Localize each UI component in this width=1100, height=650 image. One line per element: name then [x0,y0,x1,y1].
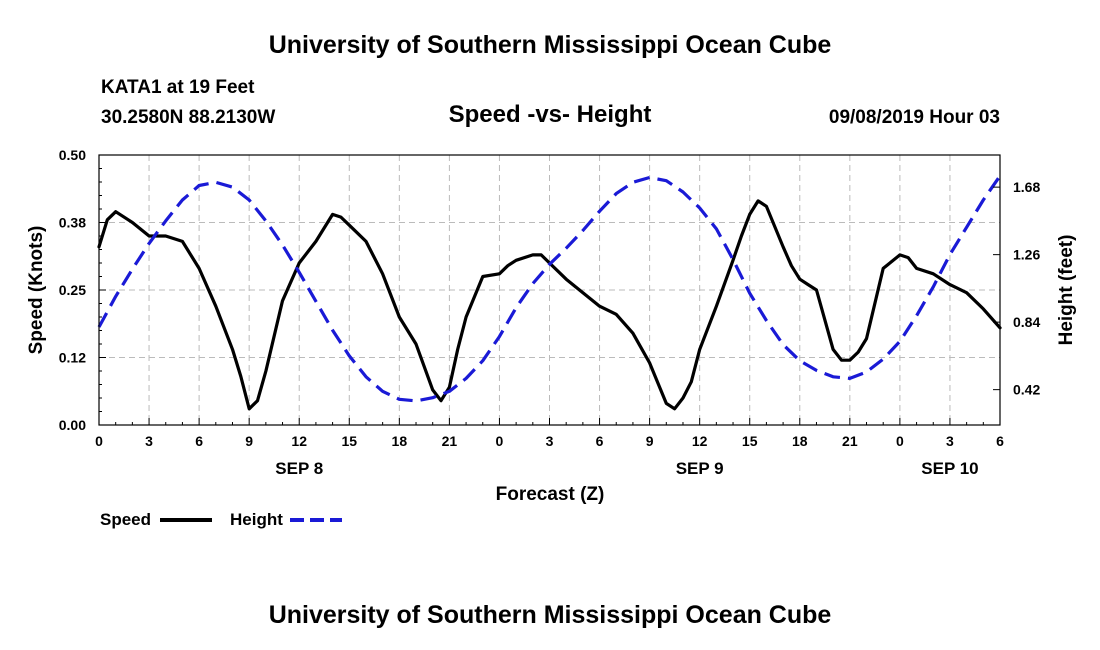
series-layer [97,174,1002,411]
station-coordinates: 30.2580N 88.2130W [101,107,276,128]
x-tick-label: 9 [245,433,253,449]
x-tick-label: 3 [145,433,153,449]
date-label: SEP 8 [275,459,323,478]
x-tick-label: 12 [291,433,307,449]
y-tick-label: 0.50 [59,147,86,163]
x-tick-label: 21 [442,433,458,449]
y-tick-label: 0.38 [59,215,86,231]
footer-title: University of Southern Mississippi Ocean… [268,601,832,629]
x-tick-label: 21 [842,433,858,449]
grid [99,155,1000,425]
legend-height-label: Height [230,510,283,529]
x-tick-label: 0 [496,433,504,449]
y-tick-label: 0.00 [59,417,86,433]
y2-tick-label: 1.26 [1013,247,1040,263]
x-tick-label: 6 [195,433,203,449]
x-tick-label: 3 [946,433,954,449]
x-tick-label: 6 [596,433,604,449]
forecast-date: 09/08/2019 Hour 03 [828,107,1000,128]
legend-speed-label: Speed [100,510,151,529]
chart-title: Speed -vs- Height [448,101,652,128]
ticks: 0 3 6 9 12 15 18 21 0 3 6 9 12 15 18 21 0 3 6 0.00 0.12 0.25 0… [59,147,1041,478]
y-tick-label: 0.25 [59,282,86,298]
x-tick-label: 18 [392,433,408,449]
y2-tick-label: 0.84 [1013,314,1040,330]
y-axis-label: Speed (Knots) [26,226,47,355]
date-label: SEP 9 [676,459,724,478]
x-tick-label: 9 [646,433,654,449]
page-title: University of Southern Mississippi Ocean… [268,31,832,59]
station-label: KATA1 at 19 Feet [101,77,255,98]
x-axis-label: Forecast (Z) [496,484,605,505]
x-tick-label: 12 [692,433,708,449]
y2-tick-label: 0.42 [1013,382,1040,398]
x-tick-label: 3 [546,433,554,449]
x-tick-label: 0 [896,433,904,449]
date-label: SEP 10 [921,459,978,478]
x-tick-label: 0 [95,433,103,449]
y2-axis-label: Height (feet) [1056,235,1077,346]
series-speed-line [97,199,1002,411]
x-tick-label: 6 [996,433,1004,449]
series-height-line [97,174,1002,403]
x-tick-label: 15 [742,433,758,449]
y2-tick-label: 1.68 [1013,179,1040,195]
x-tick-label: 18 [792,433,808,449]
y-tick-label: 0.12 [59,350,86,366]
x-tick-label: 15 [341,433,357,449]
